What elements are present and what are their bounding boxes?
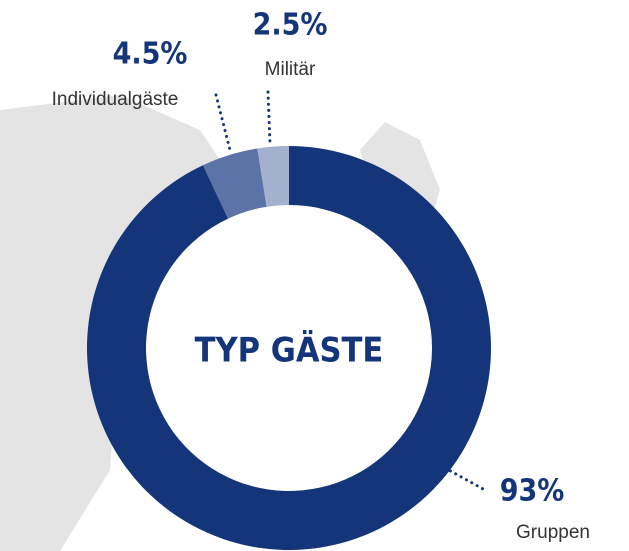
leader-line	[266, 90, 272, 146]
category-label: Individualgäste	[52, 89, 179, 110]
category-label: Gruppen	[516, 522, 590, 543]
value-label: 2.5%	[253, 8, 328, 43]
chart-title: TYP GÄSTE	[195, 330, 384, 371]
leader-line	[443, 466, 487, 492]
leader-line	[214, 93, 232, 152]
donut	[86, 146, 491, 550]
value-label: 4.5%	[113, 37, 188, 72]
donut-segment	[257, 146, 289, 207]
donut-segment	[202, 148, 267, 219]
value-label: 93%	[500, 474, 565, 509]
category-label: Militär	[265, 59, 316, 80]
